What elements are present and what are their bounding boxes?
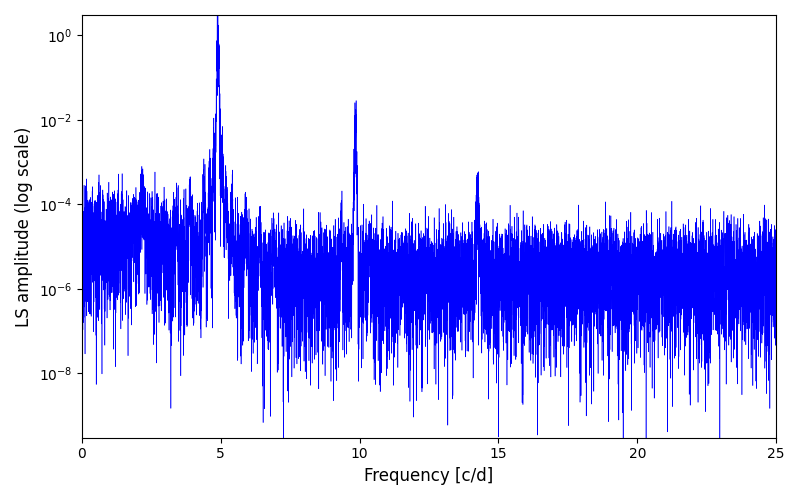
X-axis label: Frequency [c/d]: Frequency [c/d]: [364, 467, 494, 485]
Y-axis label: LS amplitude (log scale): LS amplitude (log scale): [15, 126, 33, 326]
